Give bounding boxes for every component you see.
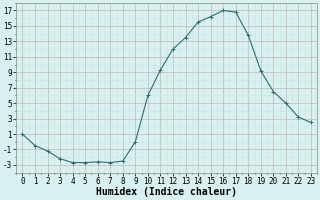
X-axis label: Humidex (Indice chaleur): Humidex (Indice chaleur) <box>96 187 237 197</box>
